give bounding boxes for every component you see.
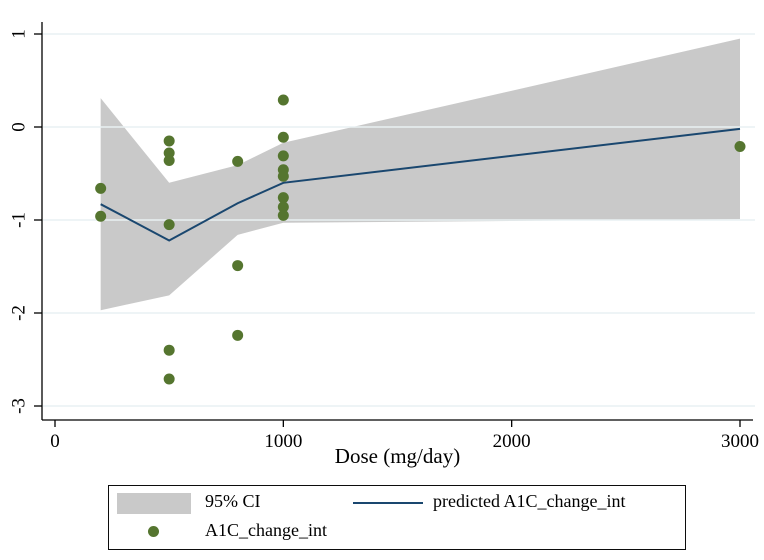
predicted-line — [100, 127, 741, 242]
data-point — [95, 210, 107, 222]
data-point — [277, 150, 289, 162]
legend-label-predicted: predicted A1C_change_int — [433, 491, 626, 511]
data-point — [734, 141, 746, 153]
data-point — [95, 182, 107, 194]
legend-ci-band-swatch — [117, 493, 191, 514]
data-point — [277, 201, 289, 213]
data-point — [232, 155, 244, 167]
data-point — [163, 373, 175, 385]
data-point — [277, 192, 289, 204]
data-point — [232, 329, 244, 341]
y-tick-label: 1 — [8, 29, 29, 39]
data-point — [163, 344, 175, 356]
y-tick-label: -1 — [8, 212, 29, 228]
data-point — [277, 209, 289, 221]
data-point — [277, 131, 289, 143]
x-tick-label: 0 — [50, 431, 60, 452]
legend-scatter-marker-swatch — [148, 526, 159, 537]
legend-label-ci: 95% CI — [205, 491, 261, 511]
x-tick-label: 3000 — [721, 431, 759, 452]
legend-box: 95% CI predicted A1C_change_int A1C_chan… — [108, 485, 686, 550]
y-tick-label: 0 — [8, 122, 29, 132]
data-point — [163, 135, 175, 147]
y-tick-label: -3 — [8, 398, 29, 414]
data-point — [232, 260, 244, 272]
x-tick-label: 2000 — [493, 431, 531, 452]
y-tick-label: -2 — [8, 305, 29, 321]
x-axis-title: Dose (mg/day) — [334, 444, 461, 468]
data-point — [277, 94, 289, 106]
x-tick-label: 1000 — [264, 431, 302, 452]
legend-label-scatter: A1C_change_int — [205, 520, 327, 540]
data-point — [163, 154, 175, 166]
legend-predicted-line-swatch — [353, 502, 423, 504]
ci-band — [100, 38, 740, 311]
data-point — [277, 170, 289, 182]
data-point — [163, 219, 175, 231]
